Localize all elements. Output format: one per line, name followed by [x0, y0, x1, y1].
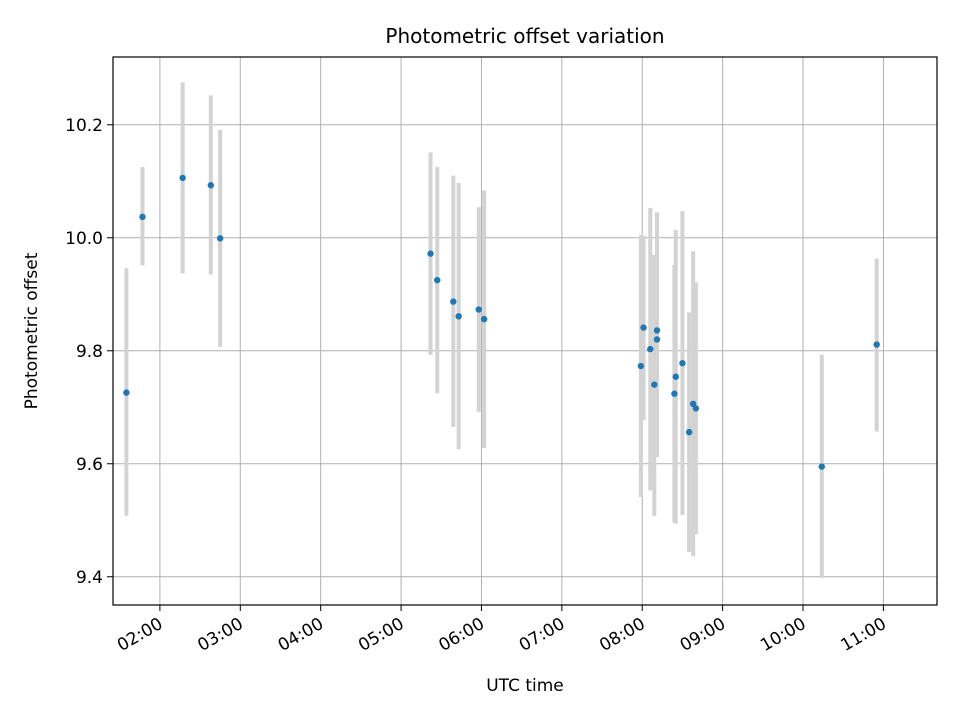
plot-area-frame — [112, 56, 938, 606]
data-point — [653, 336, 661, 343]
chart-title: Photometric offset variation — [385, 24, 664, 48]
data-point — [647, 345, 654, 353]
data-point — [640, 324, 647, 331]
data-point — [427, 250, 434, 257]
y-tick-label: 9.8 — [76, 342, 103, 362]
data-point — [123, 389, 130, 396]
data-point — [637, 362, 645, 370]
data-point — [434, 276, 441, 284]
grid-lines — [113, 57, 937, 605]
data-point — [475, 306, 482, 313]
data-point — [139, 213, 146, 221]
y-tick-label: 10.2 — [65, 116, 103, 136]
y-tick-label: 9.4 — [76, 568, 103, 588]
data-point — [671, 390, 678, 397]
data-point — [207, 182, 215, 189]
y-tick-label: 9.6 — [76, 455, 103, 475]
data-point — [216, 235, 224, 242]
data-point — [873, 341, 880, 348]
data-point — [692, 405, 700, 412]
x-axis-label: UTC time — [486, 676, 564, 696]
data-points — [123, 174, 880, 470]
data-point — [679, 360, 686, 367]
data-point — [179, 174, 186, 182]
y-axis-label: Photometric offset — [22, 252, 42, 409]
data-point — [480, 315, 488, 323]
data-point — [653, 327, 661, 334]
data-point — [450, 298, 457, 305]
y-axis-ticks: 9.4 9.6 9.8 10.0 10.2 — [65, 116, 113, 588]
data-point — [651, 381, 658, 388]
y-tick-label: 10.0 — [65, 229, 103, 249]
data-point — [818, 463, 825, 470]
data-point — [455, 313, 462, 320]
data-point — [672, 373, 679, 380]
data-point — [685, 428, 693, 436]
